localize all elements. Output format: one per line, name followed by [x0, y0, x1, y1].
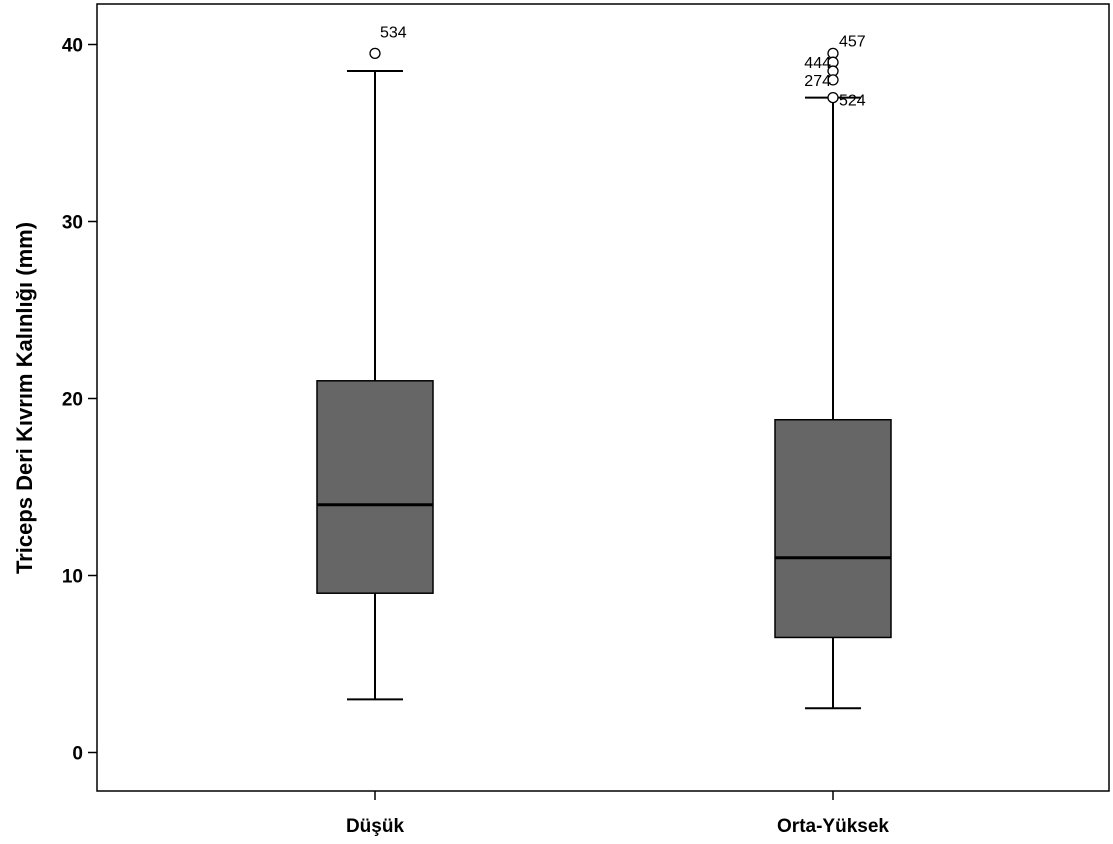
y-axis-label: Triceps Deri Kıvrım Kalınlığı (mm) — [12, 222, 37, 574]
outlier-point — [369, 47, 381, 59]
plot-area — [96, 3, 1110, 792]
y-tick-label: 0 — [72, 744, 83, 765]
outlier-label: 524 — [839, 93, 866, 110]
iqr-box — [316, 380, 434, 594]
y-tick-label: 40 — [62, 36, 83, 57]
y-tick-label: 20 — [62, 390, 83, 411]
outlier-label: 274 — [804, 73, 831, 90]
y-tick-label: 10 — [62, 567, 83, 588]
x-tick-label: Orta-Yüksek — [777, 816, 889, 837]
outlier-label: 457 — [839, 33, 866, 50]
x-tick-label: Düşük — [346, 816, 405, 837]
iqr-box — [774, 418, 892, 639]
y-axis: 0 10 20 30 40 — [62, 36, 97, 765]
x-axis: Düşük Orta-Yüksek — [346, 791, 889, 837]
box-group: 534 — [316, 24, 434, 701]
outlier-label: 444 — [804, 55, 831, 72]
y-tick-label: 30 — [62, 213, 83, 234]
outlier-point — [827, 74, 839, 86]
outlier-label: 534 — [380, 24, 407, 41]
outlier-point — [827, 91, 839, 104]
